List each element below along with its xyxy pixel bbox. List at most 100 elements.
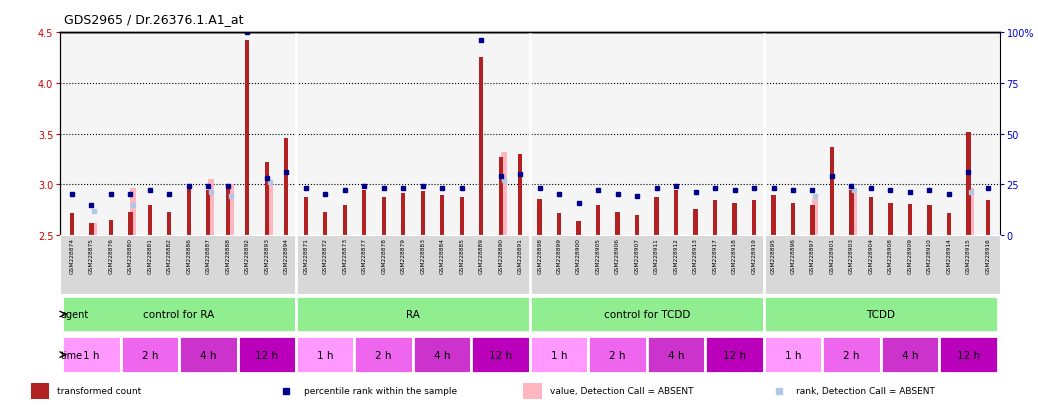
- Text: GSM228894: GSM228894: [283, 238, 289, 274]
- Text: percentile rank within the sample: percentile rank within the sample: [303, 387, 457, 396]
- Bar: [355, 337, 413, 373]
- Text: GSM228900: GSM228900: [576, 238, 581, 274]
- Bar: [791, 203, 795, 235]
- Text: GSM228916: GSM228916: [985, 238, 990, 273]
- Text: GSM228876: GSM228876: [108, 238, 113, 273]
- Bar: [343, 205, 347, 235]
- Bar: [304, 198, 308, 235]
- Bar: [225, 189, 230, 235]
- Text: value, Detection Call = ABSENT: value, Detection Call = ABSENT: [550, 387, 693, 396]
- Bar: [813, 200, 818, 235]
- Text: GSM228885: GSM228885: [459, 238, 464, 274]
- Bar: [70, 213, 74, 235]
- Text: control for TCDD: control for TCDD: [604, 309, 690, 319]
- Text: GSM228890: GSM228890: [498, 238, 503, 274]
- Bar: [869, 198, 873, 235]
- Text: 12 h: 12 h: [489, 350, 512, 360]
- Text: GSM228913: GSM228913: [693, 238, 699, 273]
- Text: GSM228887: GSM228887: [206, 238, 211, 274]
- Bar: [147, 205, 152, 235]
- Bar: [167, 212, 171, 235]
- Text: 2 h: 2 h: [376, 350, 392, 360]
- Text: transformed count: transformed count: [57, 387, 141, 396]
- Bar: [880, 337, 939, 373]
- Bar: [647, 337, 705, 373]
- Text: 12 h: 12 h: [255, 350, 278, 360]
- Bar: [654, 198, 659, 235]
- Bar: [529, 337, 589, 373]
- Bar: [811, 205, 815, 235]
- Bar: [674, 191, 678, 235]
- Text: GSM228897: GSM228897: [810, 238, 815, 274]
- Bar: [209, 180, 214, 235]
- Text: 1 h: 1 h: [317, 350, 333, 360]
- Bar: [968, 189, 975, 235]
- Text: GSM228881: GSM228881: [147, 238, 153, 273]
- Text: 4 h: 4 h: [434, 350, 450, 360]
- Bar: [523, 383, 542, 399]
- Text: 4 h: 4 h: [667, 350, 684, 360]
- Bar: [498, 157, 502, 235]
- Bar: [966, 132, 971, 235]
- Bar: [596, 205, 600, 235]
- Bar: [129, 212, 133, 235]
- Bar: [538, 200, 542, 235]
- Bar: [265, 163, 269, 235]
- Text: GSM228904: GSM228904: [869, 238, 873, 274]
- Text: GSM228888: GSM228888: [225, 238, 230, 274]
- Text: GSM228872: GSM228872: [323, 238, 328, 274]
- Bar: [752, 201, 756, 235]
- Bar: [939, 337, 998, 373]
- Bar: [284, 138, 289, 235]
- Text: GSM228873: GSM228873: [343, 238, 348, 274]
- Bar: [764, 337, 822, 373]
- Bar: [62, 296, 296, 332]
- Text: 1 h: 1 h: [551, 350, 568, 360]
- Text: time: time: [60, 350, 83, 360]
- Text: GSM228906: GSM228906: [616, 238, 620, 273]
- Bar: [420, 192, 425, 235]
- Text: GSM228899: GSM228899: [556, 238, 562, 274]
- Bar: [518, 154, 522, 235]
- Text: GSM228875: GSM228875: [89, 238, 93, 274]
- Text: GSM228915: GSM228915: [966, 238, 971, 273]
- Text: 12 h: 12 h: [957, 350, 980, 360]
- Bar: [908, 204, 912, 235]
- Bar: [529, 296, 764, 332]
- Bar: [91, 223, 98, 235]
- Text: GSM228874: GSM228874: [70, 238, 75, 274]
- Bar: [227, 185, 234, 235]
- Bar: [460, 198, 464, 235]
- Text: GDS2965 / Dr.26376.1.A1_at: GDS2965 / Dr.26376.1.A1_at: [64, 13, 244, 26]
- Bar: [187, 190, 191, 235]
- Bar: [851, 189, 857, 235]
- Bar: [705, 337, 764, 373]
- Text: GSM228878: GSM228878: [381, 238, 386, 274]
- Bar: [401, 194, 406, 235]
- Bar: [89, 223, 93, 235]
- Bar: [31, 383, 49, 399]
- Text: GSM228871: GSM228871: [303, 238, 308, 273]
- Bar: [180, 337, 238, 373]
- Text: 2 h: 2 h: [843, 350, 859, 360]
- Text: GSM228910: GSM228910: [927, 238, 932, 273]
- Bar: [500, 152, 507, 235]
- Text: GSM228903: GSM228903: [849, 238, 854, 274]
- Bar: [713, 201, 717, 235]
- Bar: [323, 212, 327, 235]
- Bar: [693, 209, 698, 235]
- Text: GSM228901: GSM228901: [829, 238, 835, 273]
- Bar: [822, 337, 880, 373]
- Text: GSM228893: GSM228893: [265, 238, 269, 274]
- Text: RA: RA: [406, 309, 420, 319]
- Bar: [109, 220, 113, 235]
- Bar: [849, 191, 853, 235]
- Text: GSM228905: GSM228905: [596, 238, 601, 274]
- Text: GSM228895: GSM228895: [771, 238, 776, 274]
- Text: GSM228912: GSM228912: [674, 238, 679, 273]
- Bar: [382, 198, 386, 235]
- Text: GSM228880: GSM228880: [128, 238, 133, 274]
- Text: GSM228889: GSM228889: [479, 238, 484, 274]
- Text: GSM228918: GSM228918: [732, 238, 737, 273]
- Bar: [889, 203, 893, 235]
